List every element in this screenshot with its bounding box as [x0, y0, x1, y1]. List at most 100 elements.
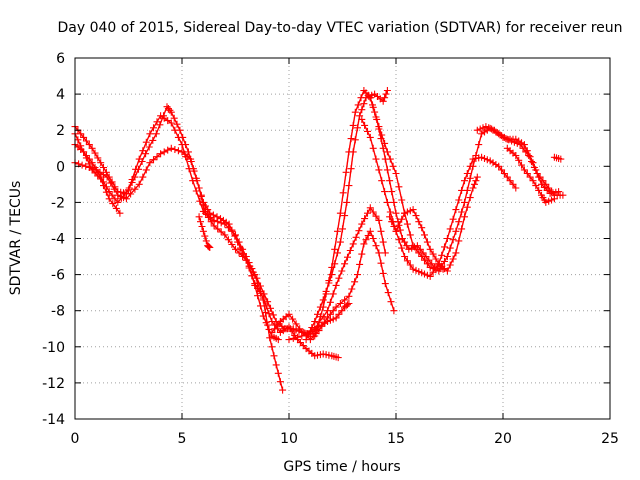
data-point-marker — [146, 159, 154, 167]
data-point-marker — [369, 235, 377, 242]
data-point-marker — [369, 101, 376, 109]
data-point-marker — [131, 185, 139, 193]
data-point-marker — [276, 378, 284, 386]
data-point-marker — [82, 137, 90, 145]
data-point-marker — [415, 218, 423, 226]
data-point-marker — [228, 227, 236, 235]
data-point-marker — [421, 270, 428, 278]
data-point-marker — [388, 188, 396, 196]
data-point-marker — [416, 245, 424, 253]
data-point-marker — [262, 309, 269, 316]
data-point-marker — [146, 130, 154, 138]
data-point-marker — [265, 310, 273, 318]
data-point-marker — [298, 332, 306, 340]
data-point-marker — [392, 227, 400, 235]
data-point-marker — [498, 166, 506, 174]
data-point-marker — [383, 87, 391, 94]
data-point-marker — [266, 334, 274, 342]
series-line — [314, 89, 560, 337]
data-point-marker — [378, 131, 386, 139]
data-point-marker — [308, 324, 316, 331]
data-point-marker — [377, 135, 385, 143]
data-point-marker — [251, 271, 259, 279]
data-point-marker — [341, 296, 349, 304]
data-point-marker — [360, 100, 368, 108]
data-point-marker — [379, 144, 387, 152]
data-point-marker — [409, 265, 417, 273]
data-point-marker — [268, 328, 276, 336]
data-point-marker — [406, 231, 414, 239]
data-point-marker — [311, 332, 319, 340]
data-point-marker — [319, 350, 327, 358]
data-point-marker — [358, 250, 366, 258]
data-point-marker — [375, 166, 383, 174]
data-point-marker — [386, 208, 394, 216]
data-point-marker — [557, 155, 565, 163]
data-point-marker — [207, 218, 215, 226]
data-point-marker — [455, 218, 463, 226]
data-point-marker — [555, 188, 563, 196]
data-point-marker — [331, 245, 339, 253]
data-point-marker — [528, 158, 535, 165]
data-point-marker — [214, 218, 222, 226]
data-point-marker — [388, 218, 396, 226]
data-point-marker — [202, 237, 210, 245]
data-point-marker — [267, 304, 274, 312]
data-point-marker — [425, 256, 433, 264]
data-point-marker — [145, 143, 153, 151]
data-point-marker — [381, 155, 389, 163]
data-point-marker — [530, 164, 538, 171]
data-point-marker — [206, 244, 214, 251]
data-point-marker — [375, 125, 383, 133]
data-point-marker — [339, 225, 346, 233]
data-point-marker — [199, 227, 207, 235]
data-point-marker — [395, 183, 403, 191]
series-track-4 — [71, 144, 353, 338]
data-point-marker — [483, 156, 491, 164]
data-point-marker — [328, 263, 336, 271]
data-point-marker — [189, 177, 197, 185]
data-point-marker — [344, 301, 351, 309]
data-point-marker — [132, 165, 140, 173]
data-point-marker — [150, 124, 157, 132]
data-point-marker — [345, 292, 353, 300]
data-point-marker — [387, 298, 395, 306]
data-point-marker — [522, 148, 530, 156]
data-point-marker — [509, 180, 517, 188]
data-point-marker — [274, 336, 282, 344]
y-axis-label: SDTVAR / TECUs — [8, 181, 24, 296]
data-point-marker — [495, 162, 503, 170]
data-point-marker — [100, 164, 107, 171]
data-point-marker — [406, 261, 414, 269]
series-line — [74, 147, 350, 335]
data-point-marker — [529, 177, 537, 185]
x-tick-label: 15 — [387, 431, 405, 447]
data-point-marker — [384, 289, 392, 297]
data-point-marker — [375, 249, 383, 257]
data-point-marker — [153, 118, 161, 126]
data-point-marker — [426, 245, 434, 253]
series-line — [74, 106, 339, 359]
data-point-marker — [157, 112, 165, 120]
data-point-marker — [89, 165, 97, 173]
data-point-marker — [224, 236, 232, 244]
data-point-marker — [452, 249, 460, 257]
data-point-marker — [539, 177, 547, 185]
data-point-marker — [316, 313, 324, 321]
x-tick-labels: 0 5 10 15 20 25 — [71, 431, 619, 447]
series-track-6 — [242, 253, 287, 394]
data-point-marker — [510, 138, 518, 146]
data-point-marker — [274, 369, 282, 377]
data-point-marker — [473, 126, 481, 134]
data-point-marker — [550, 195, 558, 203]
data-point-marker — [142, 166, 150, 174]
x-axis-label: GPS time / hours — [283, 459, 400, 475]
data-point-marker — [461, 213, 468, 221]
data-point-marker — [429, 250, 437, 258]
data-point-marker — [373, 115, 381, 123]
data-point-marker — [542, 198, 550, 206]
data-point-marker — [114, 191, 122, 199]
data-point-marker — [515, 156, 523, 164]
data-point-marker — [285, 336, 293, 344]
data-point-marker — [214, 225, 222, 233]
